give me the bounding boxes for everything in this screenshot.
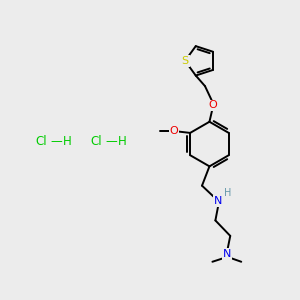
Text: N: N xyxy=(214,196,223,206)
Text: H: H xyxy=(62,135,71,148)
Text: —: — xyxy=(106,135,117,148)
Text: —: — xyxy=(50,135,62,148)
Text: O: O xyxy=(208,100,217,110)
Text: Cl: Cl xyxy=(36,135,47,148)
Text: H: H xyxy=(117,135,126,148)
Text: O: O xyxy=(169,126,178,136)
Text: H: H xyxy=(224,188,231,198)
Text: S: S xyxy=(182,56,189,66)
Text: Cl: Cl xyxy=(91,135,102,148)
Text: N: N xyxy=(223,249,232,259)
